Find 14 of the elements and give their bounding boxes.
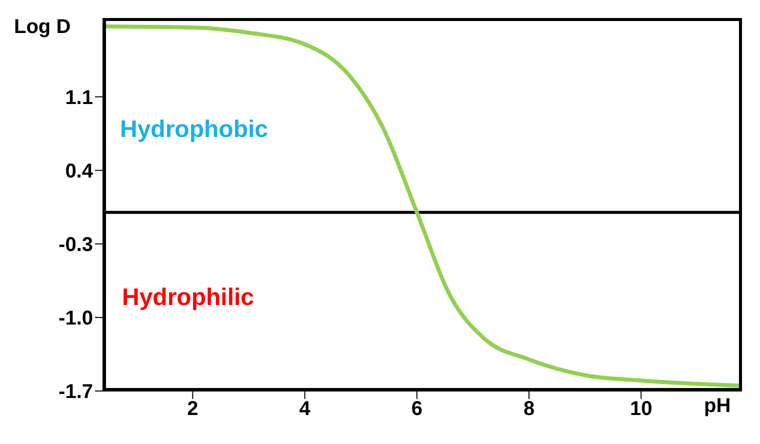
x-tick-label: 6 [411,398,422,420]
annotation: Hydrophobic [120,116,268,144]
x-axis-title: pH [704,395,731,418]
x-tick-label: 10 [630,398,652,420]
y-axis-title: Log D [14,16,71,39]
annotation: Hydrophilic [122,284,254,312]
y-tick-label: 0.4 [65,160,94,182]
x-tick-label: 8 [523,398,535,420]
y-tick-label: 1.1 [65,86,93,109]
y-tick-label: -0.3 [58,234,93,256]
y-tick-label: -1.7 [58,381,93,404]
y-tick-label: -1.0 [58,308,93,330]
x-tick-label: 2 [187,398,198,420]
x-tick-label: 4 [299,398,312,420]
